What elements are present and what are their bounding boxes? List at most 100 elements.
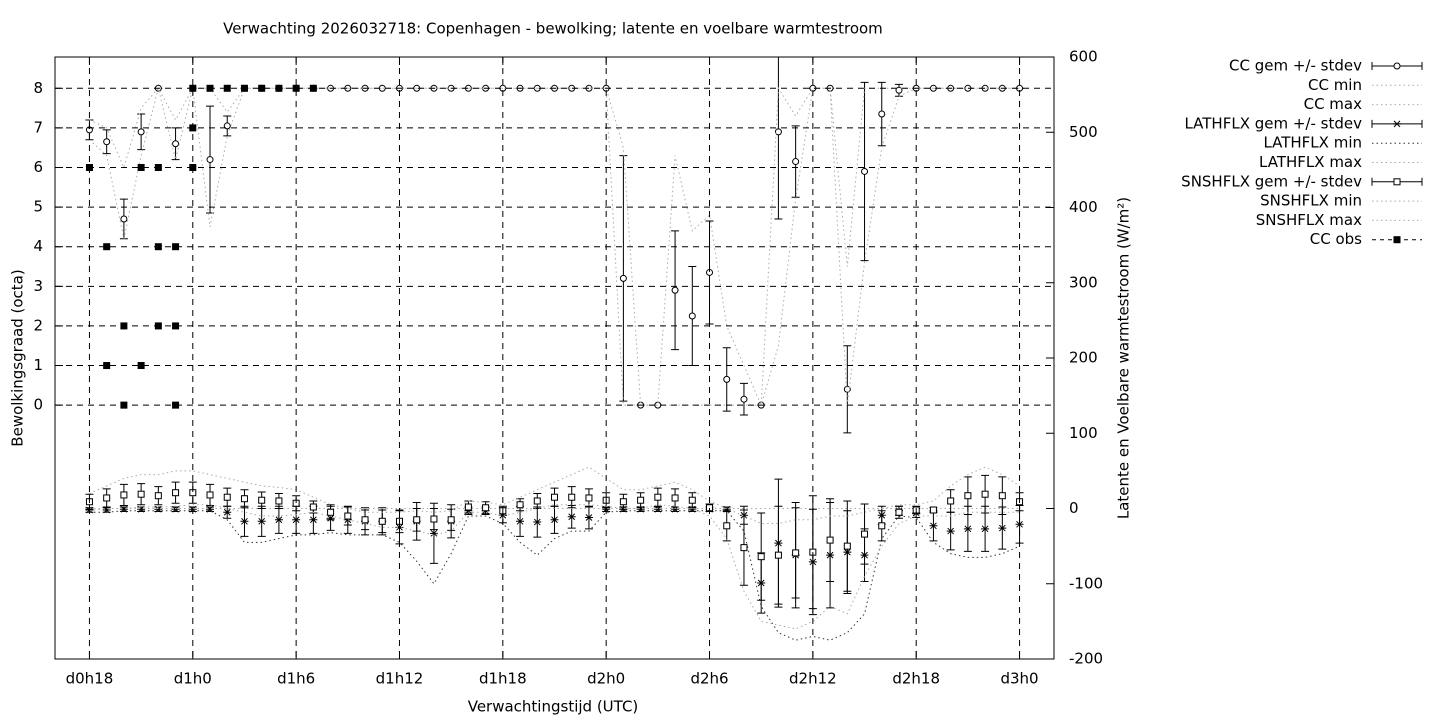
marker (619, 498, 627, 506)
y2-tick-label: 600 (1069, 48, 1098, 66)
marker (550, 516, 559, 524)
marker (637, 496, 645, 504)
y-tick-label: 6 (33, 158, 43, 176)
legend-marker (1393, 62, 1401, 70)
x-tick-label: d3h0 (1000, 670, 1038, 688)
y-tick-label: 2 (33, 316, 43, 334)
marker (240, 517, 249, 525)
marker (619, 274, 627, 282)
marker (688, 312, 696, 320)
marker (258, 496, 266, 504)
marker (516, 517, 525, 525)
marker (120, 491, 128, 499)
marker (172, 489, 180, 497)
marker (327, 508, 335, 516)
x-tick-label: d1h18 (479, 670, 527, 688)
y-tick-label: 1 (33, 356, 43, 374)
marker (963, 525, 972, 533)
x-tick-label: d1h12 (376, 670, 424, 688)
marker (413, 516, 421, 524)
marker (275, 497, 283, 505)
y2-tick-label: 200 (1069, 349, 1098, 367)
obs-point (172, 401, 180, 409)
marker (981, 525, 990, 533)
marker (654, 493, 662, 501)
marker (895, 508, 903, 516)
marker (447, 516, 455, 524)
marker (172, 140, 180, 148)
marker (843, 385, 851, 393)
legend-label: CC max (1304, 95, 1363, 113)
legend-label: SNSHFLX gem +/- stdev (1181, 172, 1362, 190)
obs-point (172, 322, 180, 330)
marker (344, 512, 352, 520)
marker (240, 495, 248, 503)
y2-tick-label: 100 (1069, 424, 1098, 442)
marker (688, 496, 696, 504)
legend-marker (1393, 236, 1401, 244)
marker (998, 492, 1006, 500)
marker (740, 395, 748, 403)
y-tick-label: 4 (33, 237, 43, 255)
marker (464, 503, 472, 511)
x-tick-label: d2h18 (892, 670, 940, 688)
marker (826, 536, 834, 544)
obs-point (258, 84, 266, 92)
y2-tick-label: 300 (1069, 273, 1098, 291)
marker (584, 514, 593, 521)
legend-label: LATHFLX max (1259, 153, 1362, 171)
marker (723, 522, 731, 530)
marker (154, 492, 162, 500)
marker (981, 490, 989, 498)
x-tick-label: d1h0 (174, 670, 212, 688)
legend-marker (1393, 120, 1401, 128)
legend-label: LATHFLX gem +/- stdev (1184, 114, 1362, 132)
marker (964, 492, 972, 500)
y2-tick-label: -200 (1069, 650, 1103, 668)
marker (843, 542, 851, 550)
y2-tick-label: 500 (1069, 123, 1098, 141)
marker (774, 551, 782, 559)
marker (740, 544, 748, 552)
x-tick-label: d1h6 (277, 670, 315, 688)
marker (309, 503, 317, 511)
marker (103, 138, 111, 146)
legend-label: LATHFLX min (1263, 134, 1362, 152)
marker (274, 516, 283, 524)
marker (137, 490, 145, 498)
marker (171, 505, 180, 513)
marker (257, 517, 266, 525)
marker (206, 491, 214, 499)
marker (878, 522, 886, 530)
chart-title: Verwachting 2026032718: Copenhagen - bew… (223, 20, 883, 38)
obs-point (292, 84, 300, 92)
marker (206, 156, 214, 164)
plot-area (85, 57, 1024, 641)
marker (671, 494, 679, 502)
legend-label: CC gem +/- stdev (1229, 57, 1362, 75)
marker (929, 522, 938, 530)
obs-point (137, 362, 145, 370)
y2-tick-label: -100 (1069, 574, 1103, 592)
range-line (89, 87, 1020, 406)
x-axis-label: Verwachtingstijd (UTC) (468, 698, 639, 716)
obs-point (103, 243, 111, 251)
marker (361, 516, 369, 524)
y2-axis-label: Latente en Voelbare warmtestroom (W/m²) (1115, 197, 1133, 519)
marker (861, 530, 869, 538)
marker (430, 515, 438, 523)
y-tick-label: 7 (33, 118, 43, 136)
marker (929, 506, 937, 514)
obs-point (103, 362, 111, 370)
marker (533, 497, 541, 505)
marker (585, 494, 593, 502)
marker (792, 158, 800, 166)
marker (567, 513, 576, 521)
marker (533, 518, 542, 526)
y2-tick-label: 400 (1069, 198, 1098, 216)
marker (378, 517, 386, 525)
legend-label: SNSHFLX max (1256, 211, 1362, 229)
marker (757, 553, 765, 561)
marker (103, 494, 111, 502)
